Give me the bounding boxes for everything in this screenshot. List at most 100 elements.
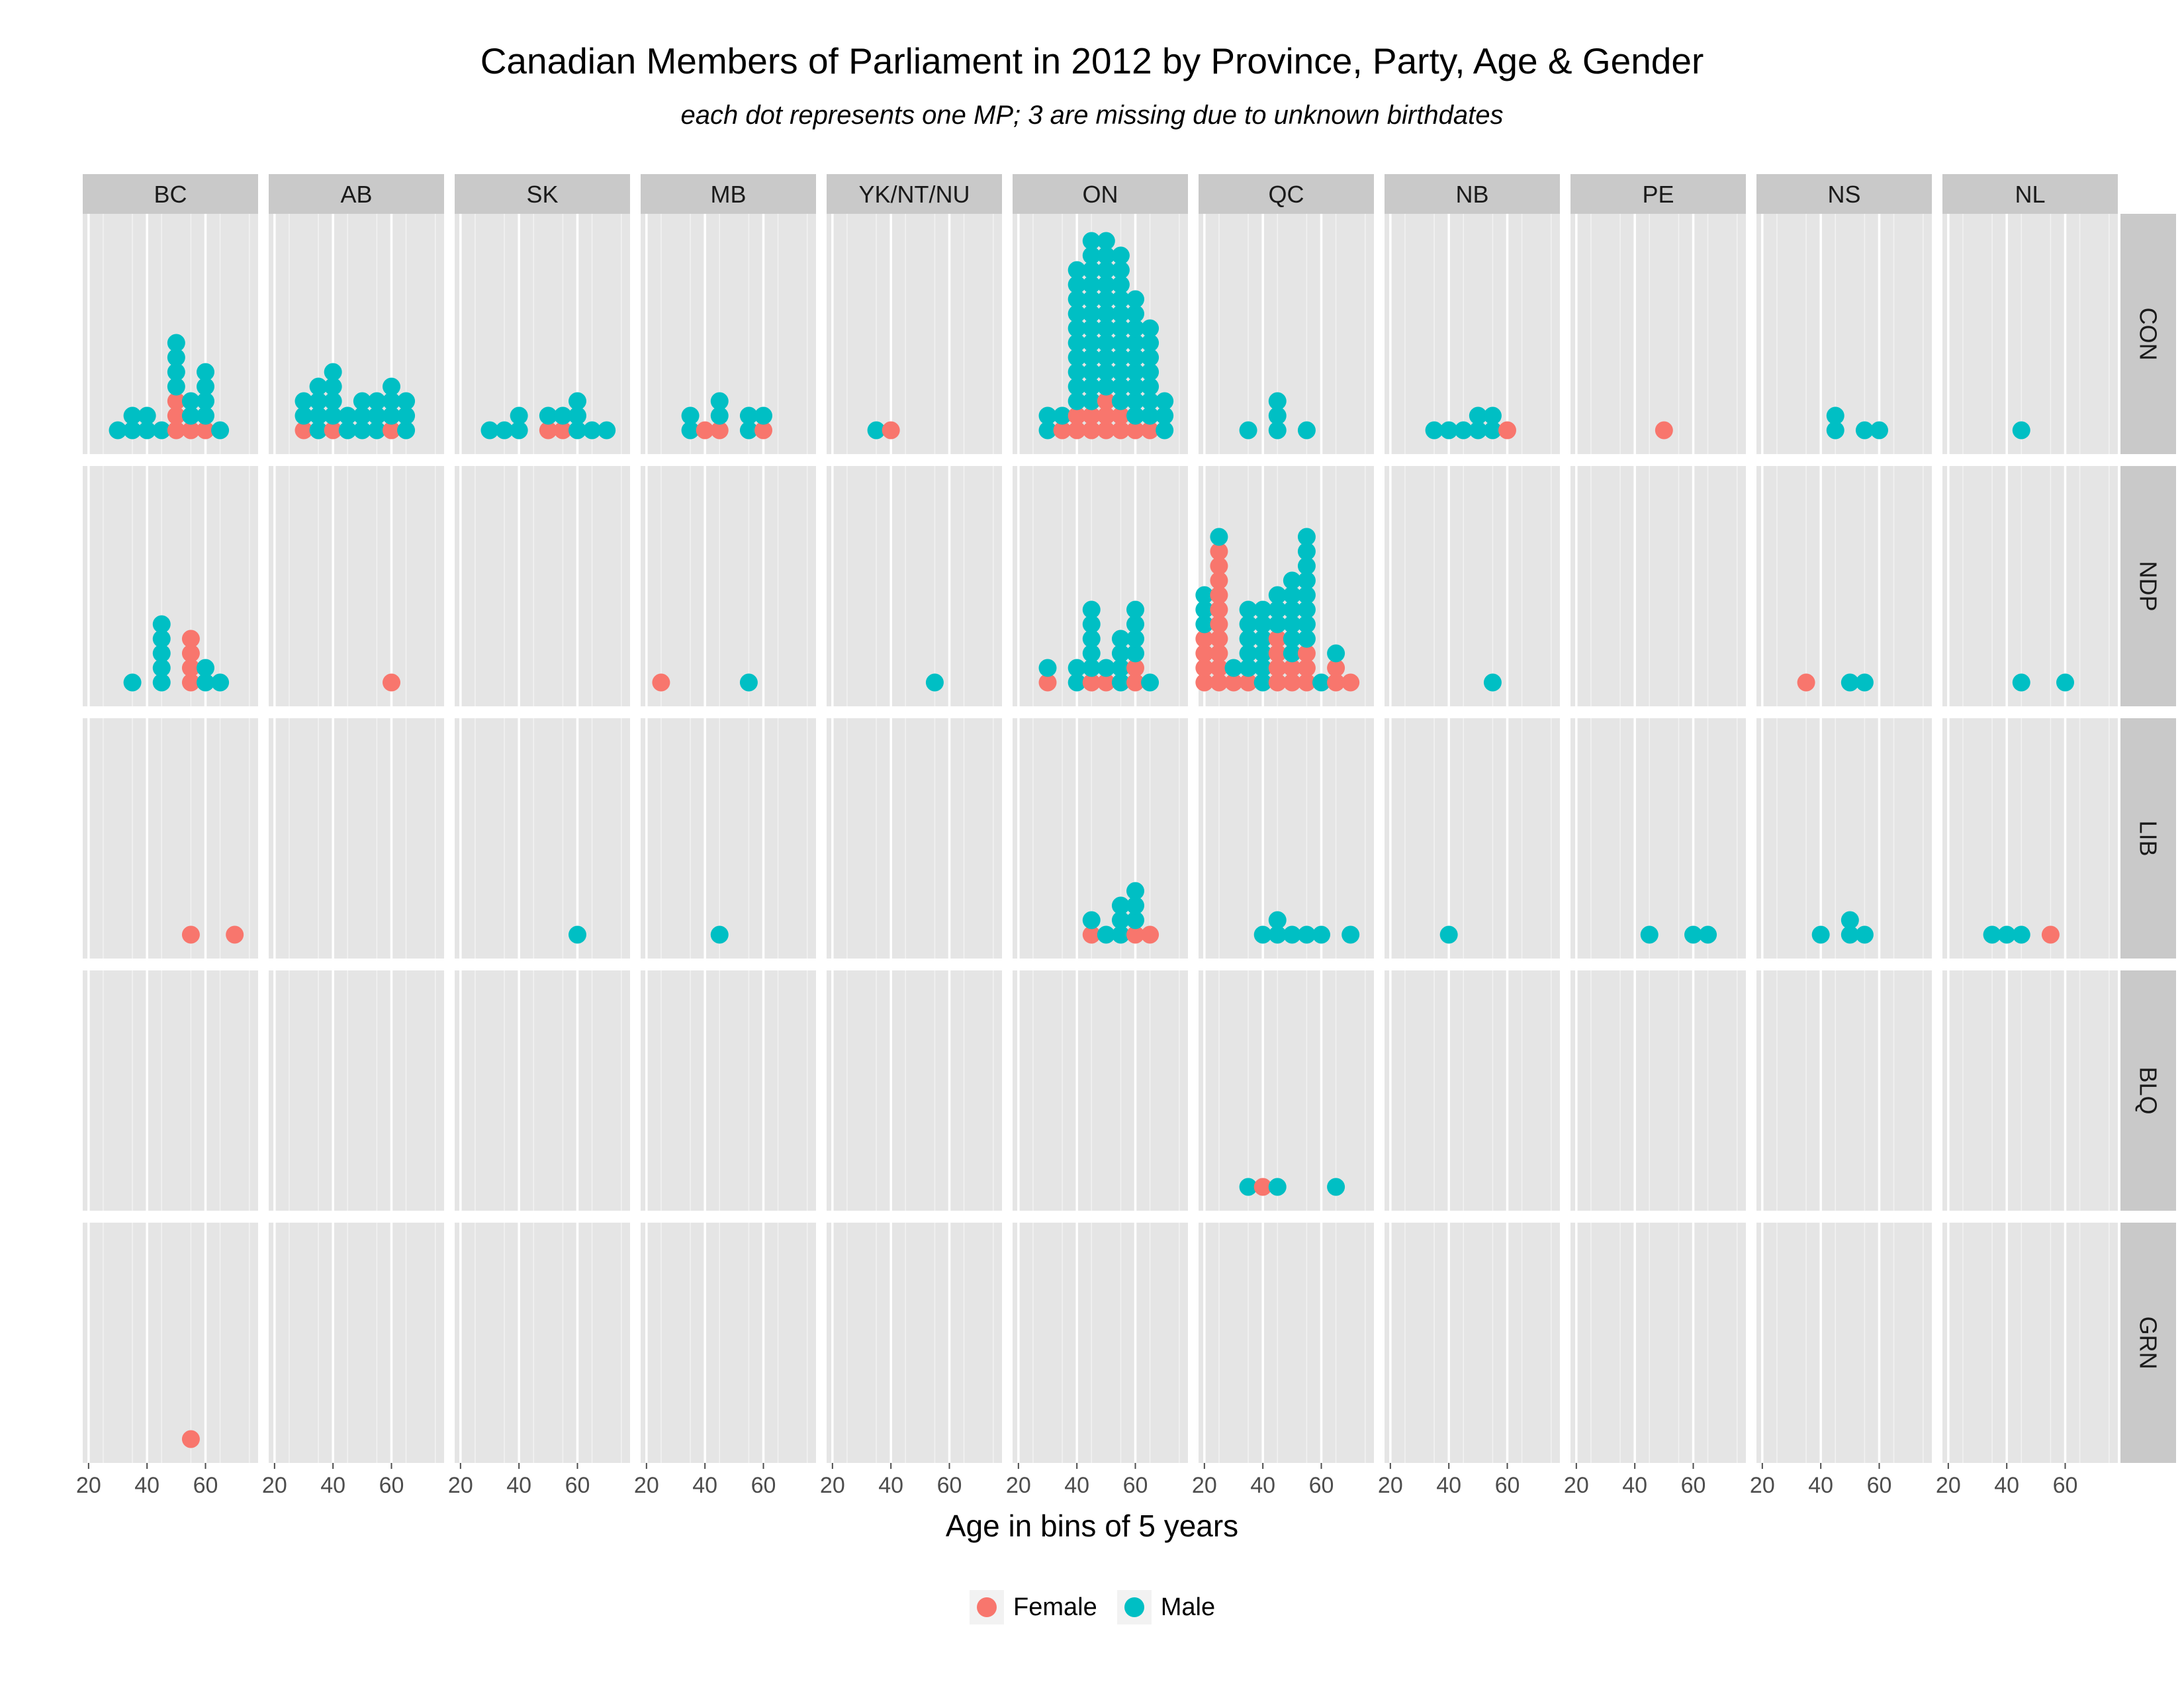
- mp-dot-male: [1082, 261, 1101, 279]
- mp-dot-female: [1210, 659, 1228, 677]
- mp-dot-male: [1327, 1178, 1345, 1196]
- mp-dot-male: [1297, 542, 1316, 561]
- mp-dot-female: [1283, 659, 1301, 677]
- mp-dot-female: [324, 421, 342, 440]
- strip-label: PE: [1642, 181, 1674, 208]
- mp-dot-female: [167, 392, 185, 410]
- mp-dot-female: [882, 421, 900, 440]
- panel-background: [269, 466, 444, 706]
- mp-dot-male: [152, 421, 171, 440]
- mp-dot-female: [1141, 421, 1160, 440]
- mp-dot-male: [324, 406, 342, 425]
- mp-dot-male: [1111, 644, 1130, 663]
- mp-dot-male: [1111, 305, 1130, 323]
- panel-yk-nt-nu-con: [827, 214, 1002, 454]
- panel-ab-grn: [269, 1223, 444, 1463]
- mp-dot-female: [1126, 421, 1144, 440]
- panel-ab-ndp: [269, 466, 444, 706]
- mp-dot-male: [1239, 644, 1257, 663]
- mp-dot-male: [1469, 406, 1487, 425]
- mp-dot-female: [1195, 673, 1214, 692]
- mp-dot-male: [197, 659, 214, 677]
- mp-dot-male: [1111, 392, 1130, 410]
- panel-background: [641, 970, 816, 1211]
- mp-dot-male: [1826, 421, 1844, 440]
- mp-dot-female: [1068, 406, 1086, 425]
- mp-dot-male: [123, 406, 142, 425]
- x-tick-label: 40: [134, 1473, 159, 1498]
- mp-dot-male: [167, 334, 185, 352]
- mp-dot-male: [324, 377, 342, 396]
- mp-dot-male: [338, 406, 357, 425]
- panel-mb-lib: [641, 718, 816, 959]
- mp-dot-male: [1111, 659, 1130, 677]
- mp-dot-male: [1126, 896, 1144, 915]
- mp-dot-male: [1111, 911, 1130, 929]
- mp-dot-male: [1268, 406, 1287, 425]
- panel-background: [1199, 214, 1374, 454]
- mp-dot-female: [1195, 644, 1214, 663]
- mp-dot-male: [123, 673, 142, 692]
- x-axis-label: Age in bins of 5 years: [945, 1509, 1239, 1543]
- mp-dot-male: [397, 406, 416, 425]
- legend-key-male: [1116, 1590, 1152, 1624]
- mp-dot-male: [1126, 882, 1144, 900]
- mp-dot-male: [598, 421, 616, 440]
- panel-background: [1942, 718, 2118, 959]
- panel-mb-blq: [641, 970, 816, 1211]
- strip-blq: [2120, 970, 2176, 1211]
- mp-dot-female: [1210, 600, 1228, 619]
- strip-sk: [455, 174, 630, 214]
- mp-dot-male: [1268, 911, 1287, 929]
- mp-dot-female: [1498, 421, 1516, 440]
- panel-background: [83, 718, 258, 959]
- mp-dot-male: [1097, 246, 1115, 265]
- mp-dot-female: [1327, 673, 1345, 692]
- mp-dot-male: [1082, 348, 1101, 367]
- mp-dot-male: [2056, 673, 2074, 692]
- mp-dot-male: [295, 392, 313, 410]
- strip-label: QC: [1269, 181, 1304, 208]
- mp-dot-male: [109, 421, 127, 440]
- mp-dot-male: [739, 673, 758, 692]
- mp-dot-female: [1210, 673, 1228, 692]
- mp-dot-male: [1068, 673, 1086, 692]
- mp-dot-female: [1097, 673, 1115, 692]
- panel-background: [1385, 1223, 1560, 1463]
- mp-dot-female: [1268, 630, 1287, 648]
- mp-dot-female: [710, 421, 729, 440]
- mp-dot-male: [1156, 392, 1174, 410]
- mp-dot-male: [1082, 305, 1101, 323]
- mp-dot-male: [495, 421, 514, 440]
- mp-dot-female: [696, 421, 714, 440]
- mp-dot-male: [181, 392, 200, 410]
- mp-dot-male: [1239, 615, 1257, 633]
- panel-background: [455, 718, 630, 959]
- mp-dot-male: [1268, 615, 1287, 633]
- mp-dot-male: [1082, 659, 1101, 677]
- panel-background: [269, 1223, 444, 1463]
- mp-dot-male: [1126, 644, 1144, 663]
- mp-dot-female: [1082, 406, 1101, 425]
- panel-sk-ndp: [455, 466, 630, 706]
- panel-background: [1756, 970, 1932, 1211]
- x-tick-label: 20: [262, 1473, 287, 1498]
- mp-dot-male: [1141, 363, 1160, 381]
- x-tick-label: 20: [1192, 1473, 1217, 1498]
- x-tick-label: 60: [1681, 1473, 1706, 1498]
- mp-dot-male: [1068, 363, 1086, 381]
- panel-background: [1013, 1223, 1188, 1463]
- mp-dot-female: [1082, 421, 1101, 440]
- panel-pe-con: [1570, 214, 1746, 454]
- mp-dot-male: [1097, 305, 1115, 323]
- mp-dot-male: [1068, 377, 1086, 396]
- mp-dot-male: [1141, 673, 1160, 692]
- mp-dot-male: [1239, 659, 1257, 677]
- strip-label: NB: [1455, 181, 1488, 208]
- panel-nb-lib: [1385, 718, 1560, 959]
- mp-dot-male: [367, 392, 386, 410]
- mp-dot-female: [1253, 1178, 1272, 1196]
- mp-dot-male: [1082, 911, 1101, 929]
- mp-dot-male: [1038, 659, 1057, 677]
- panel-pe-grn: [1570, 1223, 1746, 1463]
